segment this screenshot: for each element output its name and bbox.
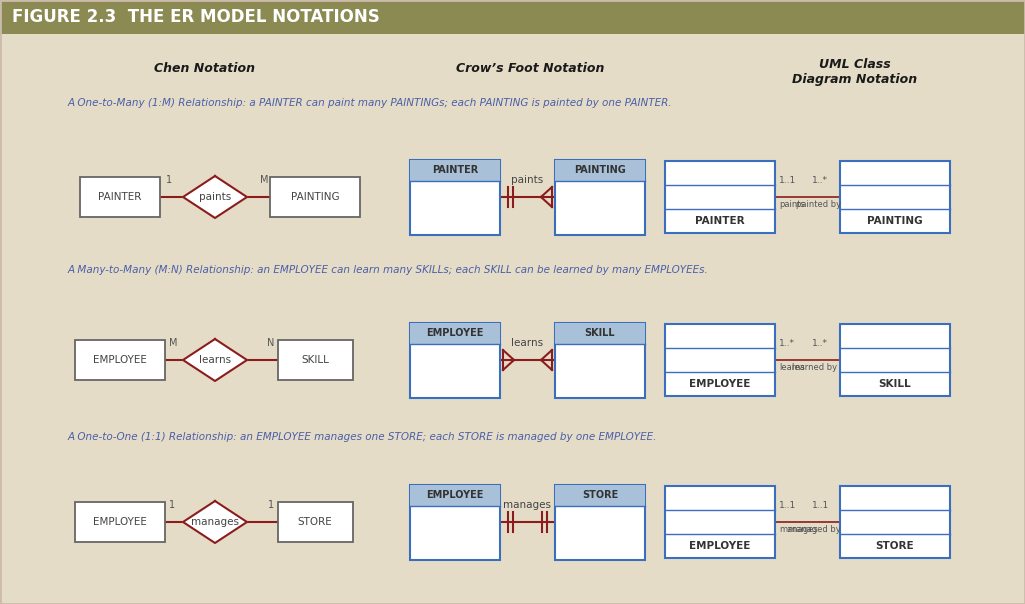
Bar (555, 323, 645, 344)
Text: 1..1: 1..1 (812, 501, 829, 510)
Text: A One-to-Many (1:M) Relationship: a PAINTER can paint many PAINTINGs; each PAINT: A One-to-Many (1:M) Relationship: a PAIN… (68, 98, 672, 108)
Text: paints: paints (199, 192, 231, 202)
Bar (410, 159, 500, 181)
Text: PAINTER: PAINTER (432, 165, 478, 175)
Text: 1..1: 1..1 (779, 176, 796, 185)
Text: STORE: STORE (297, 517, 332, 527)
Bar (75, 502, 165, 542)
Text: 1..1: 1..1 (779, 501, 796, 510)
Bar (278, 502, 353, 542)
Text: managed by: managed by (788, 525, 840, 534)
Text: 1..*: 1..* (779, 339, 795, 348)
Text: EMPLOYEE: EMPLOYEE (426, 490, 484, 500)
Text: Chen Notation: Chen Notation (155, 62, 255, 74)
Text: Crow’s Foot Notation: Crow’s Foot Notation (456, 62, 604, 74)
Text: STORE: STORE (875, 541, 914, 551)
Text: M: M (169, 338, 177, 348)
Text: EMPLOYEE: EMPLOYEE (93, 355, 147, 365)
Text: learns: learns (511, 338, 543, 348)
Bar (410, 484, 500, 506)
Bar (75, 340, 165, 380)
Bar (80, 177, 160, 217)
Text: N: N (268, 338, 275, 348)
Text: A One-to-One (1:1) Relationship: an EMPLOYEE manages one STORE; each STORE is ma: A One-to-One (1:1) Relationship: an EMPL… (68, 432, 657, 442)
Text: 1: 1 (166, 175, 172, 185)
Bar (270, 177, 360, 217)
Text: EMPLOYEE: EMPLOYEE (689, 541, 750, 551)
Text: EMPLOYEE: EMPLOYEE (689, 379, 750, 389)
Text: STORE: STORE (582, 490, 618, 500)
Text: PAINTER: PAINTER (695, 216, 745, 226)
Bar (555, 484, 645, 506)
Bar (410, 484, 500, 559)
Text: FIGURE 2.3  THE ER MODEL NOTATIONS: FIGURE 2.3 THE ER MODEL NOTATIONS (12, 8, 379, 26)
Bar (555, 159, 645, 234)
Bar (278, 340, 353, 380)
Text: paints: paints (779, 200, 805, 209)
Text: paints: paints (511, 175, 543, 185)
Text: learns: learns (199, 355, 231, 365)
Polygon shape (183, 501, 247, 543)
Text: SKILL: SKILL (301, 355, 329, 365)
Text: learns: learns (779, 363, 805, 372)
Text: EMPLOYEE: EMPLOYEE (93, 517, 147, 527)
Bar (555, 159, 645, 181)
Text: SKILL: SKILL (584, 328, 615, 338)
Bar (840, 324, 950, 396)
Bar (410, 159, 500, 234)
Text: PAINTER: PAINTER (98, 192, 141, 202)
Bar (410, 323, 500, 397)
Bar (0, 0, 1025, 34)
Bar (840, 486, 950, 558)
Bar (555, 484, 645, 559)
Bar (840, 161, 950, 233)
Text: A Many-to-Many (M:N) Relationship: an EMPLOYEE can learn many SKILLs; each SKILL: A Many-to-Many (M:N) Relationship: an EM… (68, 265, 708, 275)
Polygon shape (183, 339, 247, 381)
Bar (665, 161, 775, 233)
Bar (410, 323, 500, 344)
Text: 1: 1 (169, 500, 175, 510)
Text: learned by: learned by (792, 363, 837, 372)
Text: PAINTING: PAINTING (867, 216, 922, 226)
Text: painted by: painted by (796, 200, 842, 209)
Text: SKILL: SKILL (878, 379, 911, 389)
Text: manages: manages (191, 517, 239, 527)
Text: PAINTING: PAINTING (291, 192, 339, 202)
Text: EMPLOYEE: EMPLOYEE (426, 328, 484, 338)
Text: Diagram Notation: Diagram Notation (792, 74, 917, 86)
Text: 1..*: 1..* (812, 176, 828, 185)
Text: 1..*: 1..* (812, 339, 828, 348)
Text: PAINTING: PAINTING (574, 165, 626, 175)
Text: manages: manages (779, 525, 818, 534)
Bar (665, 486, 775, 558)
Bar (665, 324, 775, 396)
Text: UML Class: UML Class (819, 59, 891, 71)
Text: manages: manages (503, 500, 551, 510)
Text: 1: 1 (268, 500, 274, 510)
Bar (555, 323, 645, 397)
Text: M: M (260, 175, 269, 185)
Polygon shape (183, 176, 247, 218)
